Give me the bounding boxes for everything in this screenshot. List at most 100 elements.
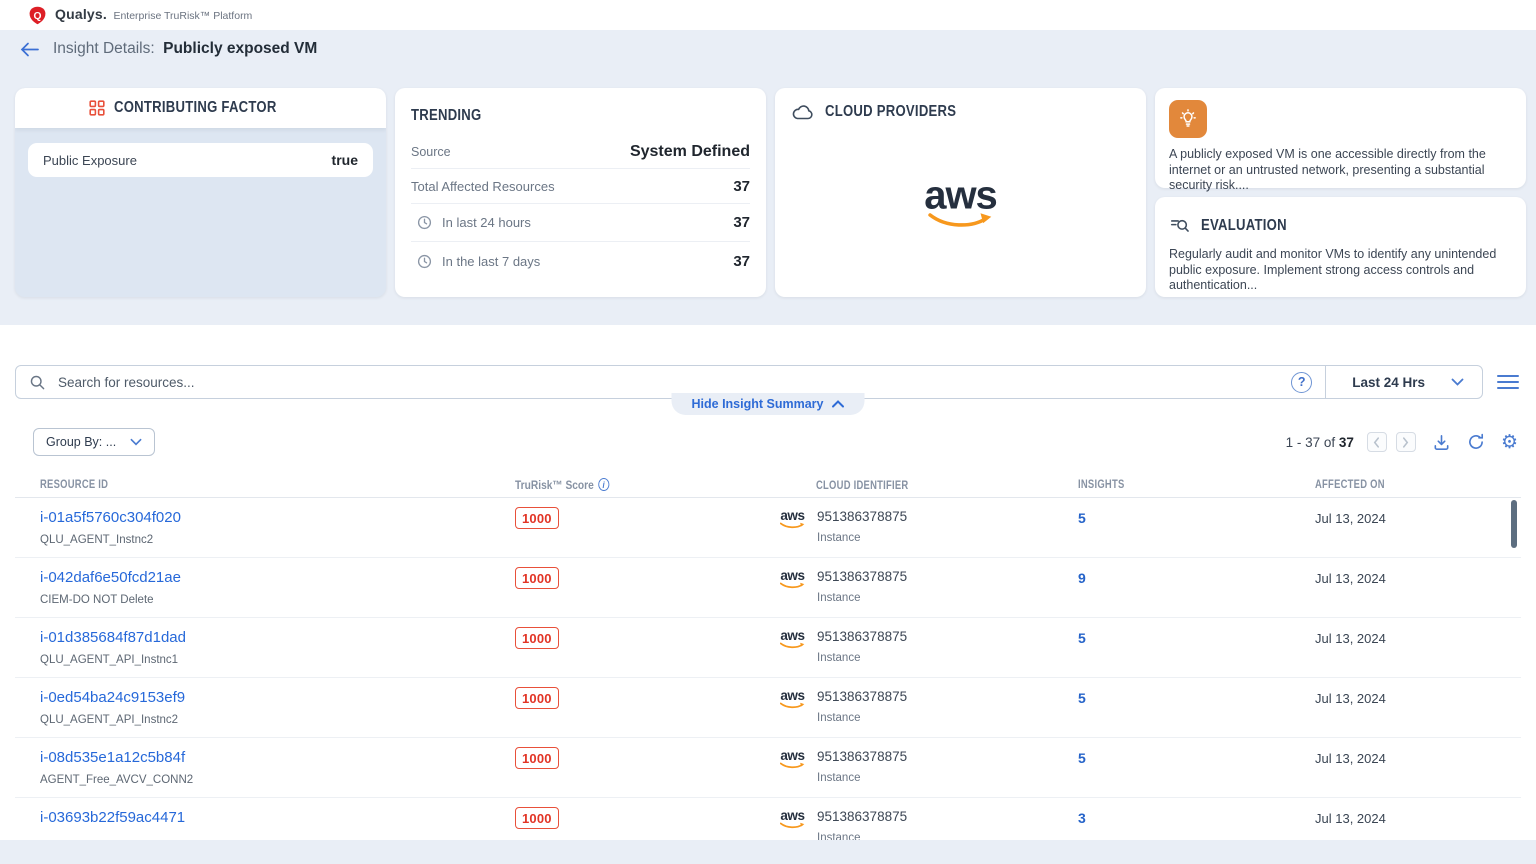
- aws-logo-icon: aws: [780, 509, 805, 544]
- resource-name: AGENT_Free_AVCV_CONN2: [40, 774, 515, 786]
- chevron-down-icon: [1451, 378, 1464, 386]
- time-range-dropdown[interactable]: Last 24 Hrs: [1326, 375, 1482, 390]
- hide-insight-summary-toggle[interactable]: Hide Insight Summary: [672, 393, 865, 415]
- vertical-scrollbar[interactable]: [1511, 500, 1517, 548]
- trurisk-score-badge: 1000: [515, 507, 559, 529]
- clock-icon: [417, 254, 432, 269]
- affected-on-date: Jul 13, 2024: [1315, 571, 1386, 586]
- download-icon[interactable]: [1432, 433, 1451, 452]
- back-arrow-icon[interactable]: [20, 42, 39, 57]
- 7d-value: 37: [733, 253, 750, 270]
- card-title: TRENDING: [411, 107, 481, 125]
- page-title-label: Insight Details:: [53, 40, 155, 57]
- evaluation-card: EVALUATION Regularly audit and monitor V…: [1155, 197, 1526, 297]
- trending-card: TRENDING Source System Defined Total Aff…: [395, 88, 766, 297]
- resource-id-link[interactable]: i-0ed54ba24c9153ef9: [40, 689, 515, 707]
- insights-count-link[interactable]: 9: [1078, 570, 1086, 586]
- 24h-value: 37: [733, 214, 750, 231]
- affected-on-date: Jul 13, 2024: [1315, 751, 1386, 766]
- lightbulb-icon: [1169, 100, 1207, 138]
- resource-type: Instance: [817, 712, 907, 724]
- aws-logo: aws: [924, 180, 997, 229]
- trurisk-score-badge: 1000: [515, 807, 559, 829]
- aws-logo-icon: aws: [780, 749, 805, 784]
- svg-text:Q: Q: [34, 10, 42, 21]
- insights-count-link[interactable]: 5: [1078, 690, 1086, 706]
- cloud-icon: [791, 102, 815, 122]
- total-label: Total Affected Resources: [411, 179, 555, 194]
- info-column: A publicly exposed VM is one accessible …: [1155, 88, 1526, 297]
- cloud-account-id: 951386378875: [817, 809, 907, 825]
- 24h-label: In last 24 hours: [442, 215, 531, 230]
- insights-count-link[interactable]: 5: [1078, 630, 1086, 646]
- next-page-button[interactable]: [1396, 432, 1416, 452]
- resource-name: CIEM-DO NOT Delete: [40, 594, 515, 606]
- column-header-resource-id: RESOURCE ID: [40, 479, 430, 491]
- evaluation-text: Regularly audit and monitor VMs to ident…: [1169, 247, 1512, 294]
- source-label: Source: [411, 145, 451, 159]
- resource-id-link[interactable]: i-042daf6e50fcd21ae: [40, 569, 515, 587]
- info-icon[interactable]: i: [598, 478, 609, 491]
- trurisk-score-badge: 1000: [515, 687, 559, 709]
- search-icon: [29, 374, 46, 391]
- factor-value: true: [332, 152, 358, 168]
- affected-on-date: Jul 13, 2024: [1315, 811, 1386, 826]
- brand-name: Qualys.: [55, 6, 107, 22]
- trending-source-row: Source System Defined: [411, 135, 750, 169]
- help-icon[interactable]: ?: [1291, 372, 1312, 393]
- affected-on-date: Jul 13, 2024: [1315, 691, 1386, 706]
- cloud-account-id: 951386378875: [817, 509, 907, 525]
- contributing-factor-card: CONTRIBUTING FACTOR Public Exposure true: [15, 88, 386, 297]
- clock-icon: [417, 215, 432, 230]
- trurisk-score-badge: 1000: [515, 627, 559, 649]
- table-row: i-042daf6e50fcd21ae CIEM-DO NOT Delete 1…: [15, 558, 1521, 618]
- 7d-label: In the last 7 days: [442, 254, 540, 269]
- insights-count-link[interactable]: 3: [1078, 810, 1086, 826]
- page-title: Publicly exposed VM: [163, 40, 317, 57]
- column-header-score: TruRisk™ Score i: [515, 478, 609, 492]
- trending-7d-row: In the last 7 days 37: [411, 242, 750, 280]
- card-title: CLOUD PROVIDERS: [825, 103, 956, 121]
- trending-total-row: Total Affected Resources 37: [411, 169, 750, 204]
- resource-id-link[interactable]: i-01d385684f87d1dad: [40, 629, 515, 647]
- cloud-account-id: 951386378875: [817, 629, 907, 645]
- brand-tagline: Enterprise TruRisk™ Platform: [113, 10, 252, 22]
- resource-type: Instance: [817, 532, 907, 544]
- table-row: i-01d385684f87d1dad QLU_AGENT_API_Instnc…: [15, 618, 1521, 678]
- column-header-cloud-identifier: CLOUD IDENTIFIER: [816, 480, 908, 492]
- trurisk-score-badge: 1000: [515, 567, 559, 589]
- resource-id-link[interactable]: i-01a5f5760c304f020: [40, 509, 515, 527]
- aws-logo-icon: aws: [780, 629, 805, 664]
- insights-count-link[interactable]: 5: [1078, 750, 1086, 766]
- resource-type: Instance: [817, 772, 907, 784]
- resource-type: Instance: [817, 652, 907, 664]
- settings-gear-icon[interactable]: ⚙: [1501, 433, 1518, 452]
- top-bar: Q Qualys. Enterprise TruRisk™ Platform: [0, 0, 1536, 30]
- card-title: CONTRIBUTING FACTOR: [114, 99, 277, 117]
- prev-page-button[interactable]: [1367, 432, 1387, 452]
- chevron-up-icon: [831, 400, 844, 408]
- menu-icon[interactable]: [1497, 375, 1519, 390]
- search-list-icon: [1169, 215, 1191, 237]
- contributing-factor-row: Public Exposure true: [28, 143, 373, 177]
- trurisk-score-badge: 1000: [515, 747, 559, 769]
- table-row: i-08d535e1a12c5b84f AGENT_Free_AVCV_CONN…: [15, 738, 1521, 798]
- affected-on-date: Jul 13, 2024: [1315, 631, 1386, 646]
- resource-id-link[interactable]: i-08d535e1a12c5b84f: [40, 749, 515, 767]
- total-value: 37: [733, 178, 750, 195]
- resource-name: QLU_AGENT_Instnc2: [40, 534, 515, 546]
- aws-logo-icon: aws: [780, 809, 805, 844]
- cloud-account-id: 951386378875: [817, 569, 907, 585]
- column-header-affected-on: AFFECTED ON: [1315, 479, 1484, 491]
- refresh-icon[interactable]: [1467, 433, 1485, 451]
- cloud-account-id: 951386378875: [817, 749, 907, 765]
- affected-on-date: Jul 13, 2024: [1315, 511, 1386, 526]
- insights-count-link[interactable]: 5: [1078, 510, 1086, 526]
- column-header-insights: INSIGHTS: [1078, 479, 1272, 491]
- pagination-range: 1 - 37 of 37: [1286, 435, 1354, 450]
- resource-id-link[interactable]: i-03693b22f59ac4471: [40, 809, 515, 827]
- resource-name: QLU_AGENT_API_Instnc1: [40, 654, 515, 666]
- group-by-dropdown[interactable]: Group By: ...: [33, 428, 155, 456]
- search-input[interactable]: [58, 375, 1291, 390]
- chevron-down-icon: [130, 438, 142, 446]
